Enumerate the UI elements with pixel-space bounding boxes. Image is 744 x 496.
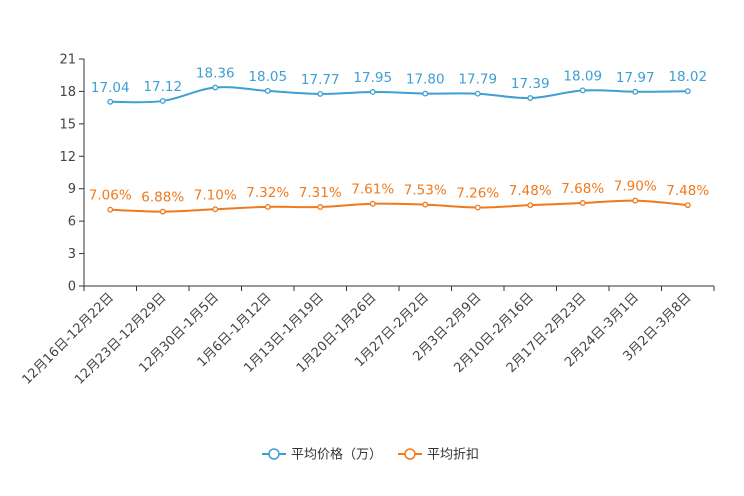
data-point bbox=[159, 97, 166, 104]
x-tick-label: 12月23日-12月29日 bbox=[72, 290, 169, 387]
data-point bbox=[474, 204, 481, 211]
data-point bbox=[107, 206, 114, 213]
data-point bbox=[474, 90, 481, 97]
data-point bbox=[369, 89, 376, 95]
data-point bbox=[684, 88, 691, 95]
data-label: 18.36 bbox=[196, 66, 235, 82]
data-label: 17.77 bbox=[301, 72, 340, 88]
data-label: 7.26% bbox=[456, 186, 499, 202]
data-point bbox=[422, 90, 429, 97]
data-label: 7.90% bbox=[614, 179, 657, 195]
data-point bbox=[317, 204, 324, 210]
data-label: 7.68% bbox=[561, 181, 604, 197]
data-label: 7.48% bbox=[509, 183, 552, 199]
data-label: 18.02 bbox=[668, 69, 707, 85]
data-label: 7.10% bbox=[194, 187, 237, 203]
y-tick-label: 21 bbox=[59, 53, 76, 68]
data-point bbox=[369, 200, 376, 207]
data-point bbox=[527, 95, 534, 101]
data-point bbox=[264, 203, 271, 210]
data-label: 7.31% bbox=[299, 185, 342, 201]
data-label: 7.53% bbox=[404, 183, 447, 199]
data-label-layer: 17.04 17.12 18.36 18.05 17.77 17.95 17.80 17.79… bbox=[89, 66, 710, 206]
data-label: 17.04 bbox=[91, 80, 130, 96]
data-point bbox=[264, 87, 271, 94]
y-tick-label: 18 bbox=[59, 85, 76, 100]
data-point bbox=[317, 90, 324, 97]
y-tick-label: 9 bbox=[68, 182, 76, 197]
data-label: 7.06% bbox=[89, 188, 132, 204]
legend-label[interactable]: 平均折扣 bbox=[427, 448, 479, 463]
data-label: 18.05 bbox=[248, 69, 287, 85]
data-point bbox=[632, 88, 639, 95]
data-label: 7.61% bbox=[351, 182, 394, 198]
data-label: 17.95 bbox=[353, 70, 392, 86]
data-point bbox=[107, 98, 114, 105]
y-tick-label: 15 bbox=[59, 117, 76, 132]
data-point bbox=[632, 197, 639, 204]
data-label: 17.39 bbox=[511, 76, 550, 92]
legend-label[interactable]: 平均价格（万） bbox=[291, 447, 382, 463]
data-point bbox=[579, 200, 586, 206]
y-tick-label: 0 bbox=[68, 280, 76, 295]
y-tick-label: 6 bbox=[68, 215, 76, 230]
data-label: 17.12 bbox=[143, 79, 182, 95]
data-point bbox=[527, 202, 534, 209]
y-tick-label: 12 bbox=[59, 150, 76, 165]
data-label: 17.97 bbox=[616, 70, 655, 86]
data-point bbox=[579, 87, 586, 94]
data-label: 18.09 bbox=[563, 68, 602, 84]
data-point bbox=[422, 201, 429, 208]
y-tick-label: 3 bbox=[68, 247, 76, 262]
data-point bbox=[159, 208, 166, 215]
legend: 平均价格（万） 平均折扣 bbox=[262, 447, 479, 463]
data-point bbox=[212, 84, 219, 91]
data-label: 17.79 bbox=[458, 72, 497, 88]
data-label: 7.32% bbox=[246, 185, 289, 201]
data-label: 17.80 bbox=[406, 72, 445, 88]
legend-circle-marker bbox=[268, 448, 280, 460]
series-line-2 bbox=[110, 199, 688, 213]
series-line-1 bbox=[110, 86, 688, 104]
data-point bbox=[684, 202, 691, 209]
x-tick-label: 12月16日-12月22日 bbox=[20, 290, 117, 387]
data-point bbox=[212, 206, 219, 213]
data-label: 7.48% bbox=[666, 183, 709, 199]
legend-circle-marker bbox=[404, 448, 416, 460]
data-label: 6.88% bbox=[141, 190, 184, 206]
series-layer bbox=[107, 84, 691, 215]
